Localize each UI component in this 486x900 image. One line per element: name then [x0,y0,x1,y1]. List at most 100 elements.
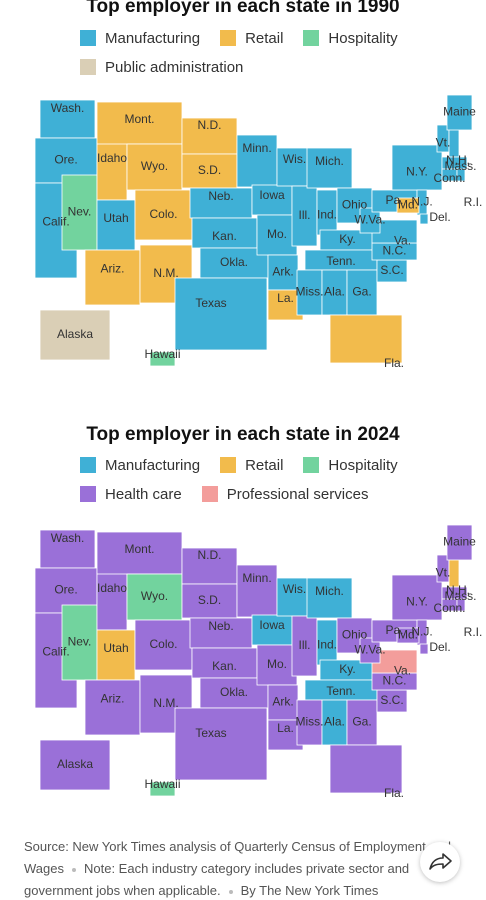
legend-item: Manufacturing [80,455,200,475]
state-label: Conn. [433,171,465,185]
state-label: Va. [394,664,411,678]
state-label: Vt. [436,136,451,150]
state-label: N.H. [446,583,470,597]
state-label: Texas [195,726,226,740]
state-labels: Wash. Ore. Calif.Nev. Idaho Mont. Wyo. Utah Col… [42,101,482,370]
share-icon[interactable] [420,842,460,882]
state-label: Ohio [342,198,368,212]
legend-label: Public administration [105,58,244,76]
state [236,134,278,188]
state-label: N.M. [153,266,178,280]
state [191,217,258,249]
state-label: Mass. [444,159,476,173]
us-map: Wash. Ore. Calif.Nev. Idaho Mont. Wyo. Utah Col… [34,94,482,370]
state [346,699,378,746]
state [126,573,183,621]
state-label: Hawaii [144,777,180,791]
share-button[interactable] [420,842,460,882]
state [39,309,111,361]
state-label: Ill. [299,638,311,652]
legend-label: Health care [105,485,182,503]
state-label: N.Y. [406,595,428,609]
state-label: Tenn. [326,684,355,698]
state [256,644,298,686]
state-label: Maine [443,535,476,549]
legend-label: Retail [245,456,284,474]
legend-swatch [80,59,96,75]
state-label: Minn. [242,571,271,585]
state-label: Wyo. [141,589,168,603]
state-label: Utah [103,641,128,655]
state [329,314,403,364]
state [306,147,353,189]
state [84,249,141,306]
state-label: R.I. [464,625,483,639]
state [96,101,183,145]
state-label: N.J. [411,625,432,639]
state-label: Kan. [212,229,237,243]
state-label: Pa. [385,623,403,637]
state [359,637,381,664]
state-label: Ark. [272,695,293,709]
states [34,94,473,367]
state-label: Mass. [444,589,476,603]
state-label: Neb. [208,189,233,203]
state [181,117,238,155]
state [181,583,238,619]
note: Note: Each industry category includes pr… [24,861,410,898]
state-label: Mont. [124,542,154,556]
state [139,674,193,734]
state [149,351,176,367]
state [174,707,268,781]
state [181,153,238,189]
state-label: Utah [103,211,128,225]
state [446,94,473,131]
legend-label: Manufacturing [105,29,201,47]
state-label: Ill. [299,208,311,222]
legend-label: Hospitality [328,456,398,474]
us-map: Wash. Ore. Calif.Nev. Idaho Mont. Wyo. Utah Col… [34,524,483,800]
state-label: Vt. [436,566,451,580]
state-label: La. [277,721,294,735]
state-label: Ark. [272,265,293,279]
state-label: N.D. [198,548,222,562]
state-label: W.Va. [354,213,385,227]
state [84,679,141,736]
legend-item: Professional services [201,484,369,504]
state [96,629,136,681]
state-label: Conn. [433,601,465,615]
state-label: R.I. [464,195,483,209]
state-label: N.Y. [406,165,428,179]
state-label: Fla. [384,356,404,370]
state [174,277,268,351]
state-label: Ga. [352,285,371,299]
state-label: S.C. [380,693,403,707]
state-label: Mich. [315,154,344,168]
state [126,143,183,191]
state [306,577,353,619]
state [39,739,111,791]
state [96,141,128,201]
state-label: N.C. [383,674,407,688]
legend-swatch [220,457,237,473]
state-label: Colo. [149,637,177,651]
state [39,99,96,139]
state-label: Neb. [208,619,233,633]
state-label: Hawaii [144,347,180,361]
state [251,184,293,216]
state [291,615,318,677]
legend-label: Professional services [226,485,369,503]
state-label: Del. [429,210,450,224]
state-label: Ala. [324,285,345,299]
separator [71,867,76,872]
state-label: N.C. [383,244,407,258]
state-label: Okla. [220,685,248,699]
state-label: Wash. [51,101,85,115]
state-label: Idaho [97,581,127,595]
state-label: Md. [398,198,418,212]
state-label: Ga. [352,715,371,729]
states [34,524,473,797]
legend-swatch [80,486,96,502]
state-label: Wis. [283,152,306,166]
state [396,197,420,214]
